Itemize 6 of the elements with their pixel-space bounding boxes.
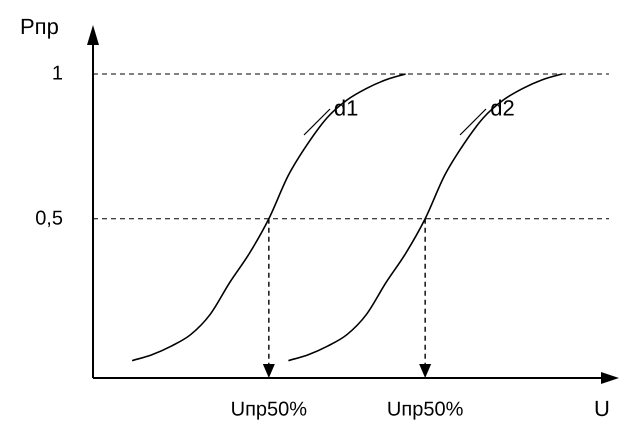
y-tick-label: 0,5 xyxy=(35,207,63,230)
x-tick-label: Uпр50% xyxy=(386,398,464,421)
x-axis-title: U xyxy=(594,396,610,422)
y-axis-title: Pпр xyxy=(20,14,59,40)
x-tick-label: Uпр50% xyxy=(230,398,308,421)
y-tick-label: 1 xyxy=(52,62,63,84)
